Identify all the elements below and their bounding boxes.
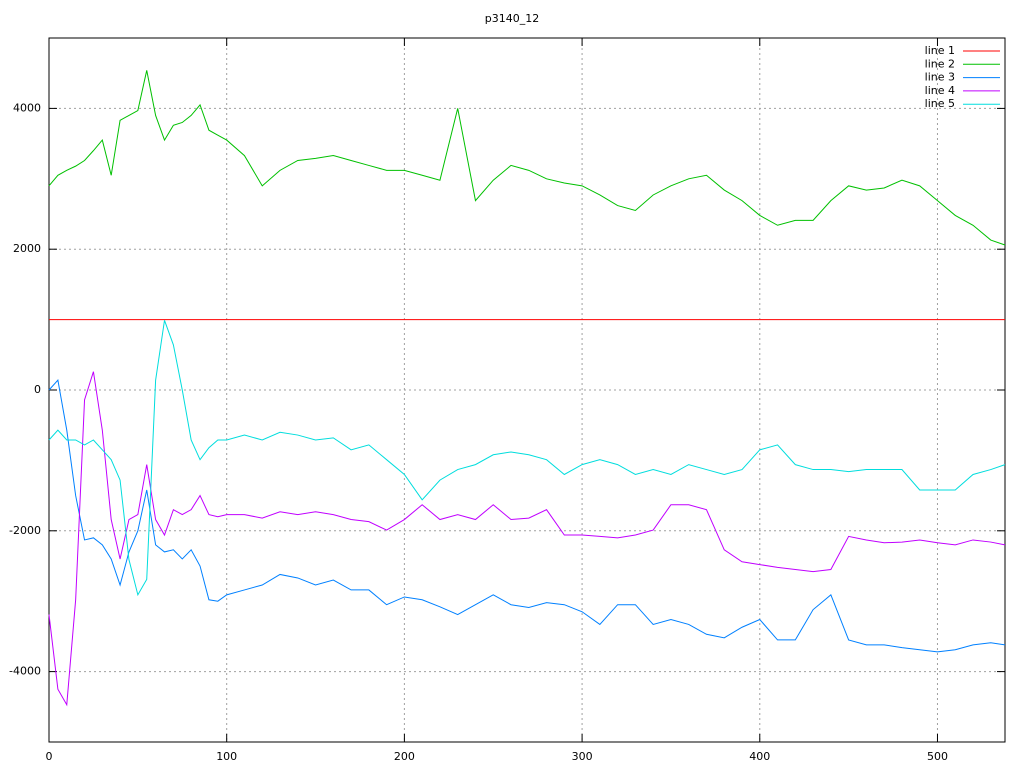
legend-label: line 5 [925, 97, 955, 110]
data-line [48, 379, 1006, 653]
legend-label: line 4 [925, 84, 955, 97]
y-tick-label: 2000 [13, 242, 41, 255]
data-line [48, 320, 1006, 597]
legend-label: line 2 [925, 57, 955, 70]
legend-label: line 3 [925, 71, 955, 84]
y-tick-label: 0 [34, 383, 41, 396]
x-tick-label: 500 [927, 750, 948, 763]
x-tick-label: 200 [394, 750, 415, 763]
x-tick-label: 300 [572, 750, 593, 763]
x-tick-label: 0 [46, 750, 53, 763]
chart-title: p3140_12 [485, 12, 539, 25]
x-tick-label: 400 [749, 750, 770, 763]
y-tick-label: -4000 [9, 665, 41, 678]
y-tick-label: 4000 [13, 101, 41, 114]
legend-label: line 1 [925, 44, 955, 57]
y-tick-label: -2000 [9, 524, 41, 537]
data-line [48, 70, 1006, 246]
x-tick-label: 100 [216, 750, 237, 763]
data-line [48, 371, 1006, 707]
